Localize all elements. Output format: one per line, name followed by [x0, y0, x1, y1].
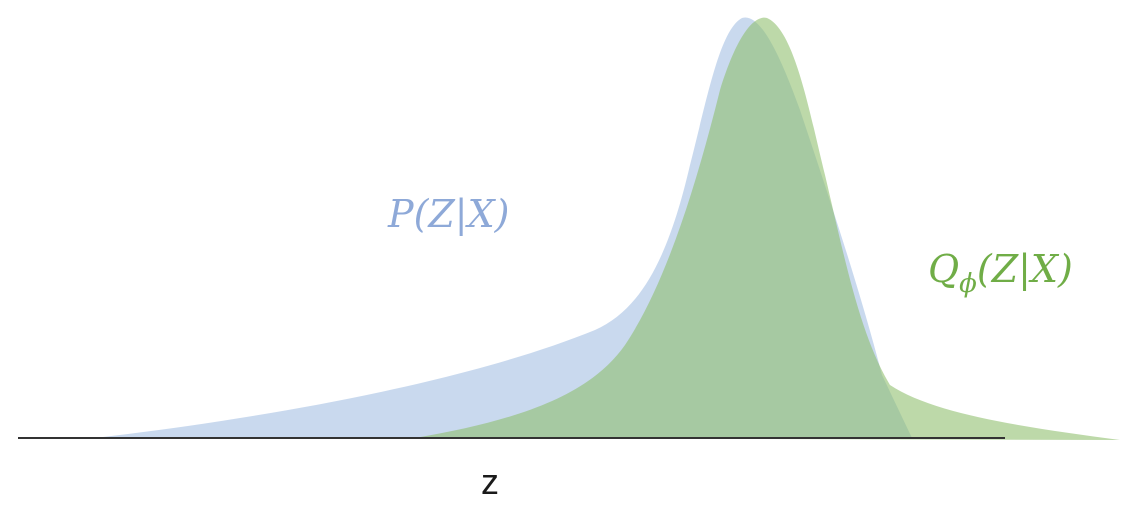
p-curve-label: P(Z|X) [387, 192, 509, 236]
q-label-rest: (Z|X) [977, 247, 1073, 291]
q-curve-label: Qϕ(Z|X) [928, 247, 1073, 299]
q-label-subscript: ϕ [959, 269, 977, 299]
q-label-main: Q [928, 247, 959, 291]
z-axis-label: z [481, 461, 499, 502]
q-distribution-area [415, 17, 1120, 441]
